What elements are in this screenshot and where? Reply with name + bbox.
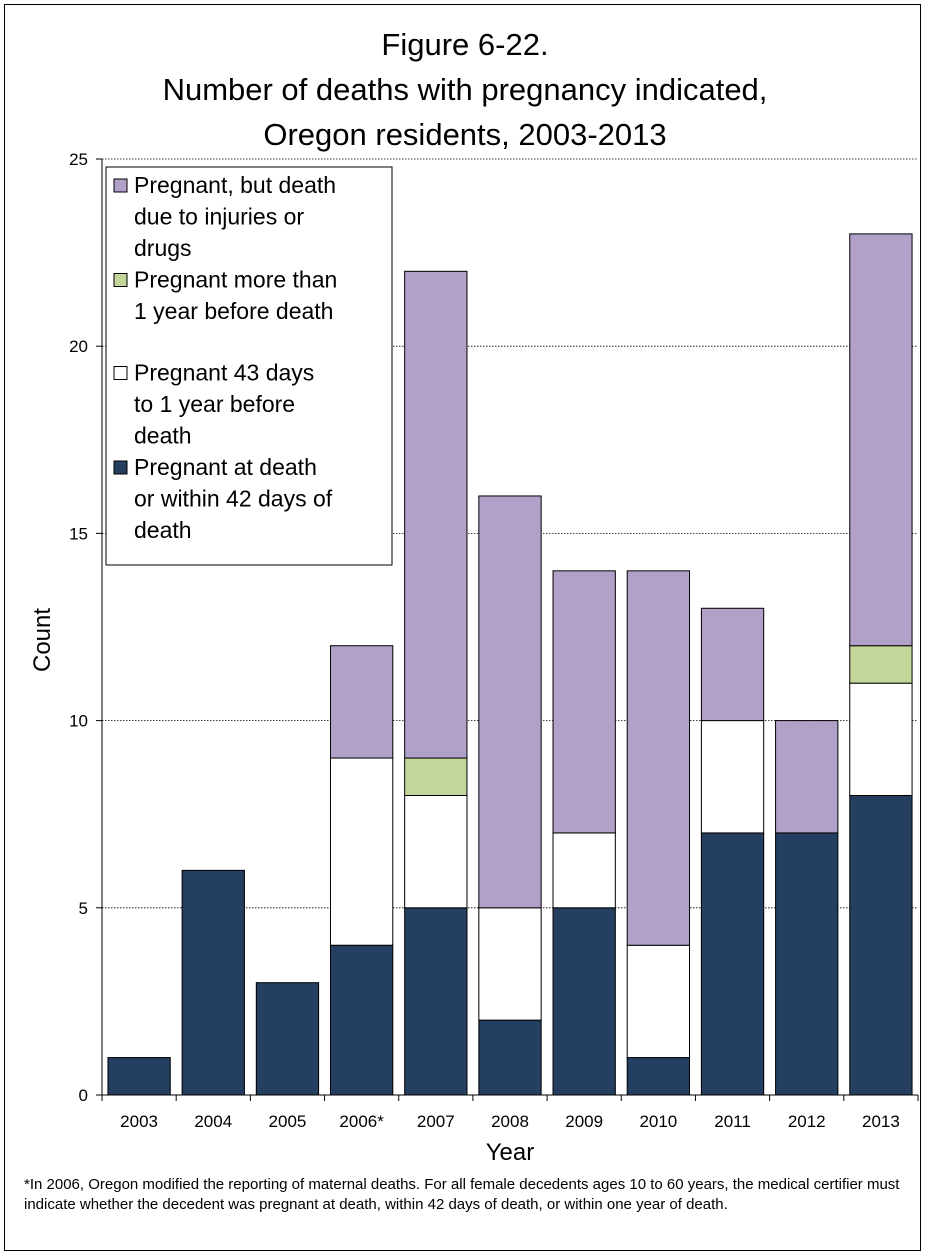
y-tick-label: 20 bbox=[69, 337, 88, 356]
legend-label: or within 42 days of bbox=[134, 486, 333, 512]
bar-segment bbox=[626, 1057, 691, 1096]
bar-segment bbox=[700, 832, 765, 1096]
y-tick-label: 0 bbox=[79, 1086, 88, 1105]
bar-segment bbox=[849, 794, 913, 1096]
legend-label: Pregnant at death bbox=[134, 454, 317, 480]
legend-label: death bbox=[134, 423, 192, 449]
y-tick-label: 25 bbox=[69, 150, 88, 169]
bar-segment bbox=[404, 270, 468, 759]
bar-segment bbox=[404, 794, 468, 909]
x-tick-label: 2013 bbox=[862, 1112, 900, 1131]
bar-segment bbox=[626, 944, 691, 1059]
bar-segment bbox=[478, 907, 542, 1021]
y-tick-label: 5 bbox=[79, 899, 88, 918]
x-tick-label: 2005 bbox=[269, 1112, 307, 1131]
x-tick-label: 2010 bbox=[639, 1112, 677, 1131]
title-line-1: Figure 6-22. bbox=[381, 27, 548, 62]
x-tick-label: 2007 bbox=[417, 1112, 455, 1131]
bar-segment bbox=[255, 982, 320, 1096]
x-tick-label: 2009 bbox=[565, 1112, 603, 1131]
legend-label: death bbox=[134, 517, 192, 543]
bar-segment bbox=[181, 869, 245, 1096]
legend-label: due to injuries or bbox=[134, 204, 304, 230]
bar-segment bbox=[478, 495, 542, 909]
bar-segment bbox=[404, 757, 468, 796]
title-line-3: Oregon residents, 2003-2013 bbox=[263, 117, 666, 152]
bar-segment bbox=[700, 720, 765, 834]
x-tick-label: 2004 bbox=[194, 1112, 232, 1131]
legend-swatch bbox=[113, 366, 128, 380]
bar-segment bbox=[775, 832, 839, 1096]
legend-swatch bbox=[113, 178, 128, 193]
bar-segment bbox=[107, 1057, 171, 1096]
bar-segment bbox=[404, 907, 468, 1096]
footnote: *In 2006, Oregon modified the reporting … bbox=[24, 1176, 900, 1213]
bar-segment bbox=[329, 944, 394, 1096]
bar-segment bbox=[552, 832, 616, 909]
bar-segment bbox=[552, 907, 616, 1096]
bar-segment bbox=[626, 570, 691, 946]
y-tick-label: 10 bbox=[69, 712, 88, 731]
x-tick-label: 2011 bbox=[714, 1112, 751, 1131]
legend-label: 1 year before death bbox=[134, 298, 333, 324]
x-tick-label: 2003 bbox=[120, 1112, 158, 1131]
y-tick-label: 15 bbox=[69, 524, 88, 543]
bar-segment bbox=[849, 645, 913, 684]
bar-segment bbox=[775, 720, 839, 834]
bar-segment bbox=[849, 682, 913, 796]
bar-segment bbox=[329, 757, 394, 946]
bar-segment bbox=[552, 570, 616, 834]
axes: 0 5 10 15 20 25 2003 2004 2005 2006* 2007 2008 2009 2… bbox=[69, 150, 919, 1131]
legend-label: Pregnant more than bbox=[134, 267, 337, 293]
bar-segment bbox=[700, 607, 765, 722]
chart-title: Figure 6-22. Number of deaths with pregn… bbox=[163, 27, 768, 152]
legend-swatch bbox=[113, 460, 128, 475]
title-line-2: Number of deaths with pregnancy indicate… bbox=[163, 72, 768, 107]
legend-label: drugs bbox=[134, 235, 192, 261]
legend: Pregnant, but death due to injuries or dru… bbox=[105, 166, 393, 566]
legend-label: to 1 year before bbox=[134, 391, 295, 417]
x-tick-label: 2006* bbox=[339, 1112, 384, 1131]
bar-segment bbox=[329, 645, 394, 759]
legend-swatch bbox=[113, 273, 128, 287]
x-tick-label: 2012 bbox=[788, 1112, 826, 1131]
legend-label: Pregnant, but death bbox=[134, 172, 336, 198]
bar-segment bbox=[478, 1019, 542, 1096]
x-tick-label: 2008 bbox=[491, 1112, 529, 1131]
bars bbox=[107, 233, 913, 1096]
x-axis-label: Year bbox=[486, 1139, 535, 1166]
bar-segment bbox=[849, 233, 913, 647]
legend-label: Pregnant 43 days bbox=[134, 360, 314, 386]
y-axis-label: Count bbox=[29, 608, 56, 672]
legend-box bbox=[105, 166, 393, 566]
